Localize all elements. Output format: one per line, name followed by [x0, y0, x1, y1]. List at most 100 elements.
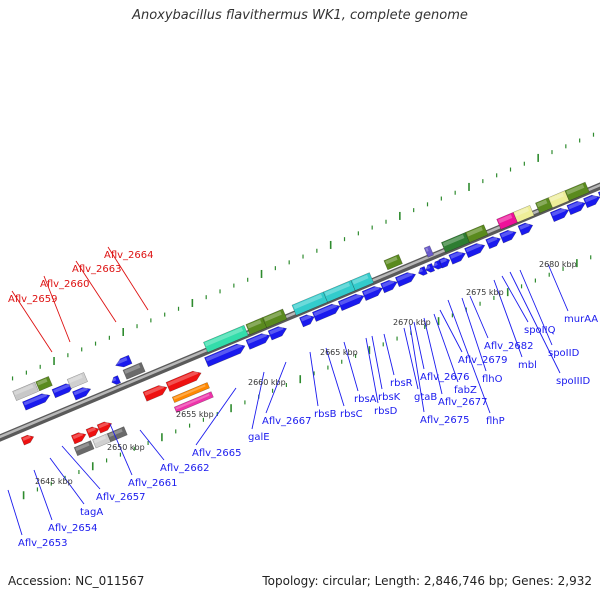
- kbp-label: 2665 kbp: [320, 348, 358, 357]
- leader-line: [371, 335, 383, 390]
- gene-feature: [512, 204, 535, 223]
- gene-label: Aflv_2675: [420, 415, 470, 426]
- gene-feature: [549, 207, 570, 223]
- label-leader-lines: [7, 246, 569, 536]
- gene-feature: [535, 197, 553, 214]
- gene-feature: [337, 293, 365, 312]
- gene-label: tagA: [80, 507, 103, 518]
- leader-line: [33, 469, 53, 521]
- leader-line: [461, 297, 487, 372]
- kbp-label: 2675 kbp: [466, 288, 504, 297]
- gene-feature: [499, 229, 517, 244]
- gene-label: flhP: [486, 416, 505, 427]
- gene-label: flhO: [482, 374, 503, 385]
- gene-feature: [92, 433, 112, 449]
- gene-label: Aflv_2665: [192, 448, 242, 459]
- kbp-scale-labels: 2645 kbp 2650 kbp 2655 kbp 2660 kbp 2665 kbp…: [35, 260, 577, 486]
- leader-line: [343, 341, 359, 392]
- kbp-label: 2660 kbp: [248, 378, 286, 387]
- leader-line: [365, 337, 379, 404]
- gene-label: Aflv_2653: [18, 538, 68, 549]
- gene-feature: [425, 262, 436, 273]
- gene-label: rbsA: [354, 394, 377, 405]
- gene-feature: [173, 391, 214, 413]
- gene-label: Aflv_2663: [72, 264, 122, 275]
- leader-line: [509, 271, 561, 374]
- gene-feature: [361, 285, 383, 301]
- leader-line: [325, 347, 345, 407]
- gene-feature: [66, 372, 88, 389]
- leader-line: [447, 299, 491, 414]
- gene-feature: [20, 434, 35, 446]
- gene-feature: [111, 375, 122, 385]
- gene-label: Aflv_2682: [484, 341, 534, 352]
- leader-line: [309, 351, 319, 407]
- gene-feature: [35, 376, 53, 392]
- gene-feature: [106, 426, 128, 443]
- leader-line: [251, 371, 265, 430]
- gene-label: rbsK: [378, 392, 401, 403]
- gene-feature: [72, 386, 92, 401]
- page-title: Anoxybacillus flavithermus WK1, complete…: [132, 8, 468, 23]
- gene-feature: [394, 271, 417, 288]
- gene-feature: [267, 325, 287, 341]
- leader-line: [107, 246, 149, 311]
- gene-feature: [448, 250, 466, 265]
- gene-feature: [73, 440, 95, 457]
- gene-feature: [564, 181, 590, 202]
- leader-line: [195, 387, 237, 446]
- genome-info-label: Topology: circular; Length: 2,846,746 bp…: [262, 574, 592, 588]
- gene-label: Aflv_2661: [128, 478, 178, 489]
- gene-label: Aflv_2676: [420, 372, 470, 383]
- leader-line: [109, 423, 133, 476]
- kbp-label: 2670 kbp: [393, 318, 431, 327]
- gene-label: Aflv_2667: [262, 416, 312, 427]
- gene-feature: [245, 332, 271, 350]
- gene-feature: [171, 382, 210, 403]
- kbp-label: 2680 kbp: [539, 260, 577, 269]
- gene-feature: [517, 222, 534, 236]
- gene-label: Aflv_2677: [438, 397, 488, 408]
- leader-line: [423, 317, 443, 395]
- inner-tick-marks: [11, 132, 595, 381]
- gene-label: spoIIID: [556, 376, 591, 387]
- gene-label: Aflv_2664: [104, 250, 154, 261]
- outer-tick-marks: [22, 255, 592, 500]
- gene-feature: [464, 242, 486, 259]
- accession-label: Accession: NC_011567: [8, 574, 145, 588]
- gene-label: Aflv_2654: [48, 523, 98, 534]
- gene-label: galE: [248, 432, 270, 443]
- leader-line: [265, 361, 287, 414]
- gene-labels: Aflv_2664 Aflv_2663 Aflv_2660 Aflv_2659 Aflv…: [8, 250, 598, 549]
- leader-line: [547, 263, 569, 312]
- gene-feature: [438, 257, 451, 269]
- gene-label: rbsC: [340, 409, 363, 420]
- gene-feature: [70, 432, 87, 445]
- leader-line: [439, 309, 463, 353]
- gene-feature: [418, 266, 428, 276]
- gene-feature: [22, 393, 51, 411]
- gene-feature: [262, 308, 288, 328]
- kbp-label: 2655 kbp: [176, 410, 214, 419]
- leader-line: [409, 324, 425, 413]
- gene-feature: [85, 426, 100, 439]
- gene-feature: [383, 254, 403, 271]
- gene-feature: [96, 421, 113, 434]
- gene-label: rbsD: [374, 406, 398, 417]
- gene-label: murAA: [564, 314, 598, 325]
- gene-feature: [51, 383, 75, 399]
- gene-feature: [122, 362, 146, 380]
- gene-label: spoIIQ: [524, 325, 556, 336]
- kbp-label: 2645 kbp: [35, 477, 73, 486]
- leader-line: [519, 269, 553, 346]
- leader-line: [139, 429, 165, 461]
- gene-label: rbsR: [390, 378, 413, 389]
- gene-feature: [566, 200, 586, 216]
- gene-feature: [583, 194, 600, 209]
- gene-label: fabZ: [454, 385, 477, 396]
- leader-line: [413, 321, 425, 370]
- gene-feature: [299, 314, 315, 328]
- leader-line: [43, 275, 71, 343]
- gene-feature: [464, 224, 489, 243]
